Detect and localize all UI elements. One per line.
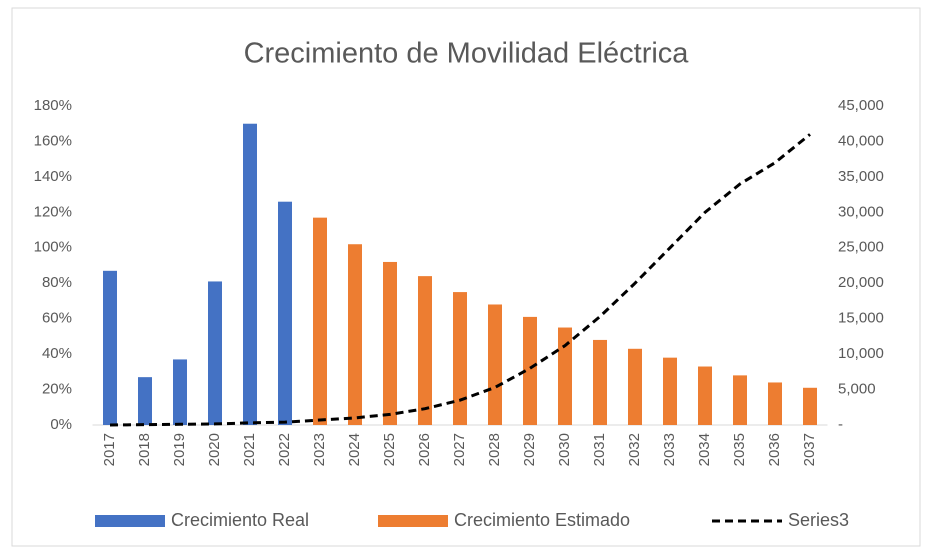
- x-tick-label: 2029: [521, 433, 538, 466]
- y-tick-label: 0%: [50, 416, 72, 433]
- bar: [138, 377, 152, 425]
- y2-tick-label: 5,000: [838, 381, 876, 398]
- line: [109, 133, 811, 427]
- x-tick-label: 2031: [591, 433, 608, 466]
- bar: [453, 292, 467, 425]
- bar: [593, 339, 607, 425]
- x-tick-label: 2033: [661, 433, 678, 466]
- y2-tick-label: 30,000: [838, 203, 884, 220]
- bar: [733, 375, 747, 425]
- chart-title: Crecimiento de Movilidad Eléctrica: [244, 38, 690, 70]
- bar: [698, 366, 712, 425]
- bar: [208, 281, 222, 425]
- x-tick-label: 2037: [801, 433, 818, 466]
- bar: [278, 201, 292, 425]
- y-tick-label: 80%: [42, 274, 72, 291]
- x-tick-label: 2020: [206, 433, 223, 466]
- bar: [313, 217, 327, 425]
- chart-border: [11, 7, 921, 547]
- x-tick-label: 2023: [311, 433, 328, 466]
- bar: [243, 123, 257, 425]
- bar: [103, 270, 117, 425]
- x-tick-label: 2030: [556, 433, 573, 466]
- y2-tick-label: 35,000: [838, 168, 884, 185]
- x-tick-label: 2018: [136, 433, 153, 466]
- x-tick-label: 2036: [766, 433, 783, 466]
- bar: [488, 304, 502, 425]
- x-tick-label: 2022: [276, 433, 293, 466]
- y-tick-label: 60%: [42, 310, 72, 327]
- x-tick-label: 2017: [101, 433, 118, 466]
- y2-tick-label: 45,000: [838, 97, 884, 114]
- bar: [628, 348, 642, 425]
- bar: [348, 244, 362, 425]
- y-tick-label: 180%: [34, 97, 72, 114]
- bar: [173, 359, 187, 425]
- y2-tick-label: 15,000: [838, 310, 884, 327]
- y2-tick-label: 10,000: [838, 345, 884, 362]
- legend-label: Crecimiento Real: [171, 510, 309, 530]
- x-tick-label: 2026: [416, 433, 433, 466]
- x-tick-label: 2021: [241, 433, 258, 466]
- bar: [663, 357, 677, 425]
- bar: [803, 387, 817, 425]
- y-tick-label: 120%: [34, 203, 72, 220]
- x-tick-label: 2019: [171, 433, 188, 466]
- y-tick-label: 140%: [34, 168, 72, 185]
- y-tick-label: 100%: [34, 239, 72, 256]
- y-tick-label: 40%: [42, 345, 72, 362]
- x-tick-label: 2024: [346, 433, 363, 466]
- x-tick-label: 2035: [731, 433, 748, 466]
- x-tick-label: 2034: [696, 433, 713, 466]
- bar: [523, 316, 537, 425]
- legend-swatch: [95, 515, 165, 527]
- legend-label: Series3: [788, 510, 849, 530]
- y2-tick-label: 20,000: [838, 274, 884, 291]
- x-tick-label: 2027: [451, 433, 468, 466]
- x-tick-label: 2028: [486, 433, 503, 466]
- y2-tick-label: 40,000: [838, 132, 884, 149]
- x-tick-label: 2032: [626, 433, 643, 466]
- y-tick-label: 160%: [34, 132, 72, 149]
- y2-tick-label: -: [838, 416, 843, 433]
- legend-swatch: [378, 515, 448, 527]
- y2-tick-label: 25,000: [838, 239, 884, 256]
- bar: [768, 382, 782, 425]
- y-tick-label: 20%: [42, 381, 72, 398]
- bar: [383, 261, 397, 425]
- legend-label: Crecimiento Estimado: [454, 510, 630, 530]
- x-tick-label: 2025: [381, 433, 398, 466]
- bar: [558, 327, 572, 425]
- bar: [418, 276, 432, 425]
